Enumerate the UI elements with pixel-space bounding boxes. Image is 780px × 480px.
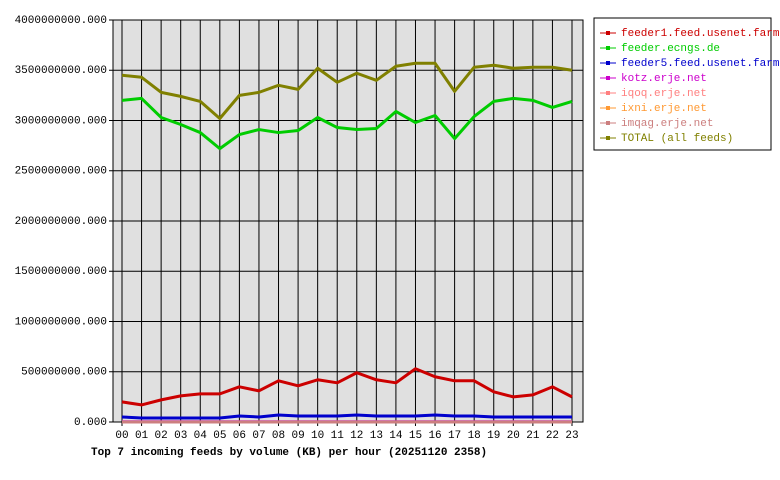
legend-label: iqoq.erje.net [621,88,707,100]
legend-label: kotz.erje.net [621,73,707,85]
x-tick-label: 03 [174,430,187,442]
legend-marker [606,31,610,35]
x-tick-label: 23 [565,430,578,442]
y-tick-label: 0.000 [74,417,107,429]
x-tick-label: 20 [507,430,520,442]
y-tick-label: 3000000000.000 [15,115,107,127]
y-tick-label: 1000000000.000 [15,316,107,328]
legend-label: ixni.erje.net [621,103,707,115]
x-tick-label: 04 [194,430,208,442]
y-tick-label: 3500000000.000 [15,65,107,77]
x-tick-label: 09 [291,430,304,442]
x-tick-label: 08 [272,430,285,442]
y-tick-label: 4000000000.000 [15,15,107,27]
y-tick-label: 2000000000.000 [15,216,107,228]
x-tick-label: 14 [389,430,403,442]
x-tick-label: 11 [331,430,345,442]
x-tick-label: 10 [311,430,324,442]
legend-marker [606,136,610,140]
x-tick-label: 16 [428,430,441,442]
legend-label: feeder.ecngs.de [621,43,720,55]
legend-label: imqag.erje.net [621,118,713,130]
x-tick-label: 21 [526,430,540,442]
legend-marker [606,76,610,80]
series-line [121,96,573,151]
x-tick-label: 05 [213,430,226,442]
x-tick-label: 12 [350,430,363,442]
legend-marker [606,46,610,50]
y-tick-label: 2500000000.000 [15,166,107,178]
legend-marker [606,121,610,125]
x-tick-label: 22 [546,430,559,442]
y-tick-label: 1500000000.000 [15,266,107,278]
series-line [121,61,573,120]
x-tick-label: 15 [409,430,422,442]
y-tick-label: 500000000.000 [21,367,107,379]
x-tick-label: 19 [487,430,500,442]
x-tick-label: 06 [233,430,246,442]
series-line [121,367,573,407]
legend-marker [606,91,610,95]
legend-label: feeder5.feed.usenet.farm [621,58,780,70]
series-line [121,413,572,420]
legend-label: feeder1.feed.usenet.farm [621,28,780,40]
legend-marker [606,106,610,110]
legend-box [593,17,772,151]
x-tick-label: 07 [252,430,265,442]
x-tick-label: 00 [115,430,128,442]
x-tick-label: 01 [135,430,149,442]
legend-marker [606,61,610,65]
x-tick-label: 02 [155,430,168,442]
legend-label: TOTAL (all feeds) [621,133,733,145]
x-tick-label: 18 [468,430,481,442]
x-tick-label: 17 [448,430,461,442]
x-tick-label: 13 [370,430,383,442]
chart-title: Top 7 incoming feeds by volume (KB) per … [91,447,487,459]
